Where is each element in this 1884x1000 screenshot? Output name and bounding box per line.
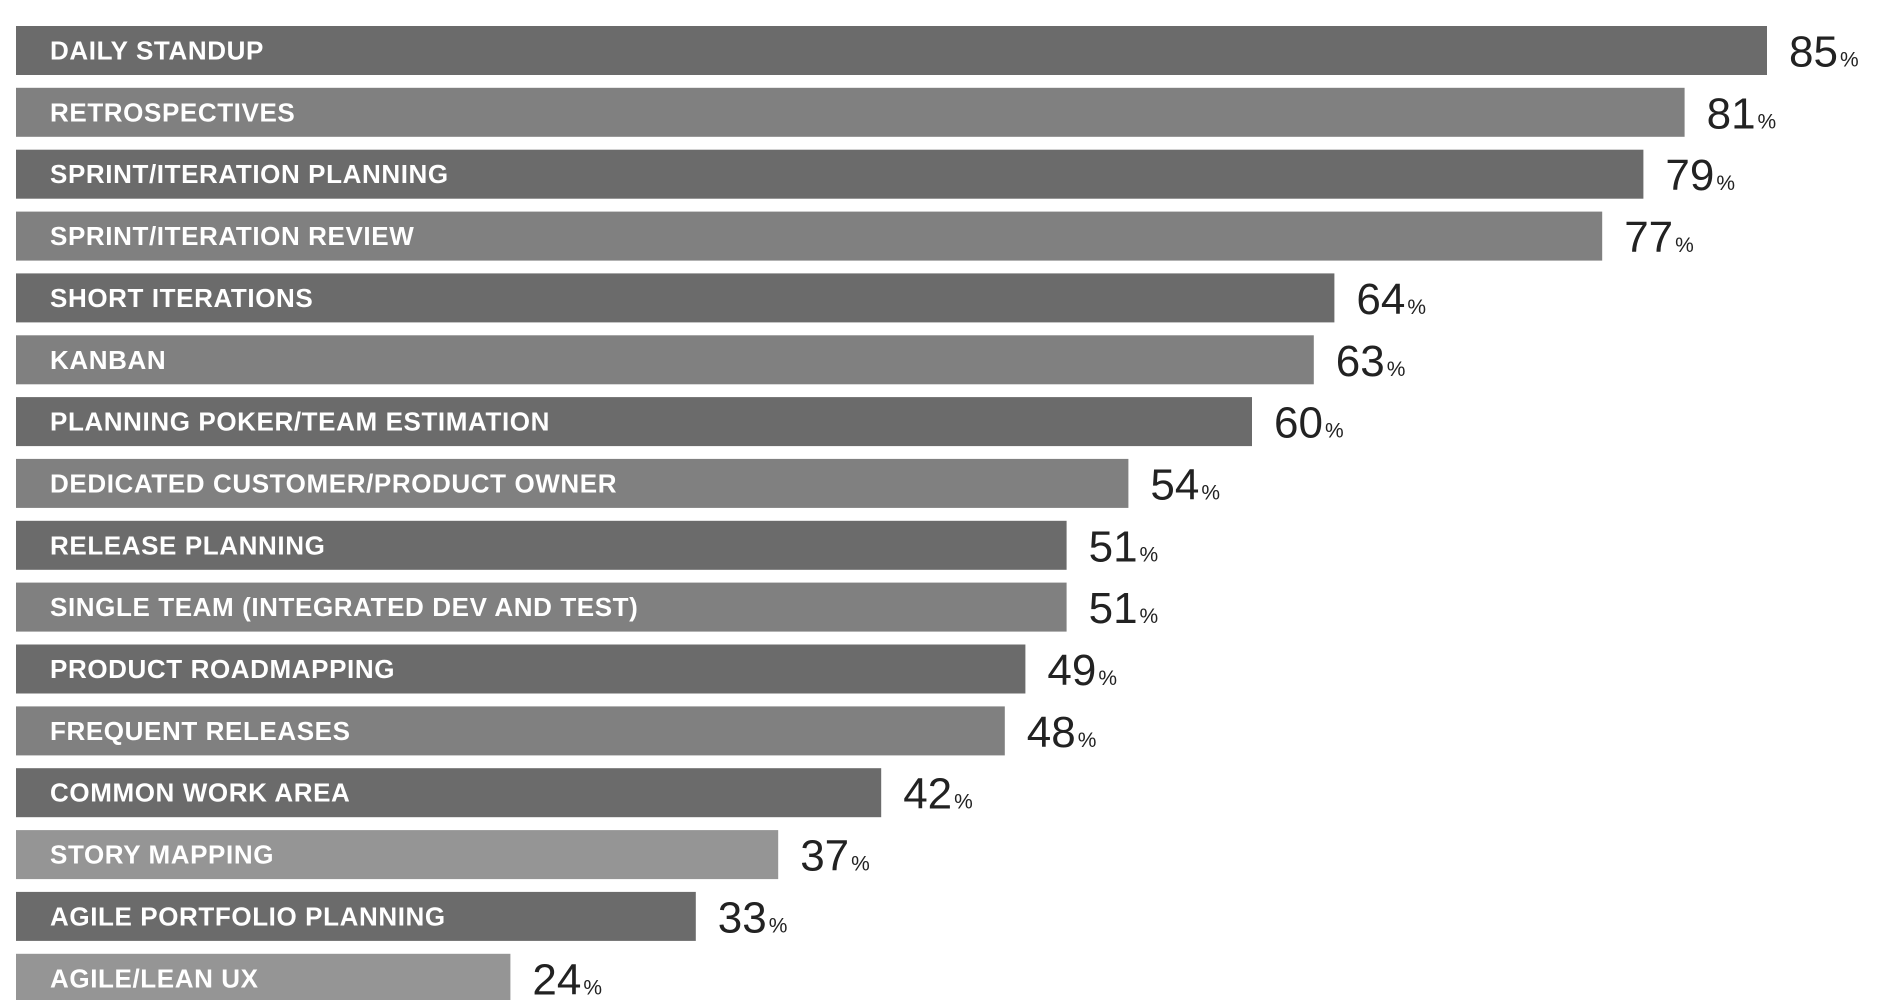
value-number: 51 (1089, 584, 1138, 633)
bar-label: SHORT ITERATIONS (50, 283, 313, 313)
bar (16, 520, 1067, 570)
bar (16, 953, 511, 1000)
value-percent-sign: % (1758, 110, 1777, 133)
value-percent-sign: % (1387, 358, 1406, 381)
value-percent-sign: % (1140, 543, 1159, 566)
value-number: 81 (1707, 89, 1756, 138)
value-percent-sign: % (583, 976, 602, 999)
value-percent-sign: % (1407, 296, 1426, 319)
value-number: 48 (1027, 708, 1076, 757)
bar-label: RETROSPECTIVES (50, 97, 295, 127)
bar-label: PLANNING POKER/TEAM ESTIMATION (50, 407, 550, 437)
bar-row: SINGLE TEAM (INTEGRATED DEV AND TEST) 51% (16, 582, 1159, 633)
value-number: 79 (1665, 151, 1714, 200)
bar-row: PRODUCT ROADMAPPING 49% (16, 644, 1117, 695)
bar (16, 458, 1129, 508)
bar (16, 26, 1767, 75)
value-percent-sign: % (1201, 481, 1220, 504)
bar-row: AGILE/LEAN UX 24% (16, 953, 602, 1000)
bar (16, 706, 1005, 756)
bar-label: DAILY STANDUP (50, 36, 264, 66)
value-number: 77 (1624, 213, 1673, 262)
bars-group: DAILY STANDUP 85%RETROSPECTIVES 81%SPRINT/… (16, 26, 1859, 1000)
bar-label: FREQUENT RELEASES (50, 716, 351, 746)
bar-label: STORY MAPPING (50, 840, 274, 870)
value-label: 48% (1027, 708, 1097, 757)
value-percent-sign: % (1840, 49, 1859, 72)
bar-row: RETROSPECTIVES 81% (16, 87, 1777, 138)
value-label: 51% (1089, 522, 1159, 571)
bar (16, 830, 779, 880)
bar-row: FREQUENT RELEASES 48% (16, 706, 1096, 757)
value-number: 64 (1356, 275, 1405, 324)
value-label: 49% (1047, 646, 1117, 695)
bar-label: SINGLE TEAM (INTEGRATED DEV AND TEST) (50, 592, 638, 622)
value-number: 63 (1336, 337, 1385, 386)
bar-row: STORY MAPPING 37% (16, 830, 870, 881)
value-percent-sign: % (769, 914, 788, 937)
bar (16, 273, 1335, 323)
bar-row: PLANNING POKER/TEAM ESTIMATION 60% (16, 397, 1344, 448)
value-number: 42 (903, 770, 952, 819)
bar-label: AGILE/LEAN UX (50, 963, 259, 993)
bar-label: DEDICATED CUSTOMER/PRODUCT OWNER (50, 468, 617, 498)
value-number: 54 (1150, 460, 1199, 509)
bar-label: AGILE PORTFOLIO PLANNING (50, 901, 446, 931)
bar (16, 397, 1252, 447)
value-percent-sign: % (1140, 605, 1159, 628)
value-number: 49 (1047, 646, 1096, 695)
bar-row: COMMON WORK AREA 42% (16, 768, 973, 819)
value-number: 24 (532, 955, 581, 1000)
value-number: 51 (1089, 522, 1138, 571)
value-label: 54% (1150, 460, 1220, 509)
value-percent-sign: % (851, 853, 870, 876)
value-percent-sign: % (1675, 234, 1694, 257)
bar (16, 768, 882, 818)
value-label: 63% (1336, 337, 1406, 386)
value-label: 51% (1089, 584, 1159, 633)
value-percent-sign: % (1078, 729, 1097, 752)
bar-row: AGILE PORTFOLIO PLANNING 33% (16, 891, 788, 942)
value-label: 42% (903, 770, 973, 819)
value-percent-sign: % (1098, 667, 1117, 690)
value-label: 37% (800, 832, 870, 881)
bar-label: SPRINT/ITERATION REVIEW (50, 221, 414, 251)
bar-row: KANBAN 63% (16, 335, 1405, 386)
value-number: 33 (718, 893, 767, 942)
value-label: 79% (1665, 151, 1735, 200)
bar-label: SPRINT/ITERATION PLANNING (50, 159, 449, 189)
bar-row: SPRINT/ITERATION PLANNING 79% (16, 149, 1735, 200)
bar-label: PRODUCT ROADMAPPING (50, 654, 395, 684)
value-label: 77% (1624, 213, 1694, 262)
bar (16, 582, 1067, 632)
bar-row: SHORT ITERATIONS 64% (16, 273, 1426, 324)
bar (16, 87, 1685, 137)
value-label: 85% (1789, 28, 1859, 77)
bar (16, 149, 1644, 199)
bar-label: RELEASE PLANNING (50, 530, 325, 560)
value-number: 85 (1789, 28, 1838, 77)
value-label: 60% (1274, 399, 1344, 448)
bar (16, 644, 1026, 694)
value-label: 64% (1356, 275, 1426, 324)
value-percent-sign: % (954, 791, 973, 814)
value-number: 60 (1274, 399, 1323, 448)
value-label: 81% (1707, 89, 1777, 138)
value-percent-sign: % (1325, 420, 1344, 443)
value-label: 24% (532, 955, 602, 1000)
value-label: 33% (718, 893, 788, 942)
bar (16, 335, 1314, 385)
value-number: 37 (800, 832, 849, 881)
value-percent-sign: % (1716, 172, 1735, 195)
bar-row: RELEASE PLANNING 51% (16, 520, 1159, 571)
bar (16, 211, 1603, 261)
bar-row: DEDICATED CUSTOMER/PRODUCT OWNER 54% (16, 458, 1220, 509)
bar-label: KANBAN (50, 345, 166, 375)
bar-row: SPRINT/ITERATION REVIEW 77% (16, 211, 1694, 262)
bar-label: COMMON WORK AREA (50, 778, 350, 808)
bar-row: DAILY STANDUP 85% (16, 26, 1859, 77)
bar (16, 891, 696, 941)
